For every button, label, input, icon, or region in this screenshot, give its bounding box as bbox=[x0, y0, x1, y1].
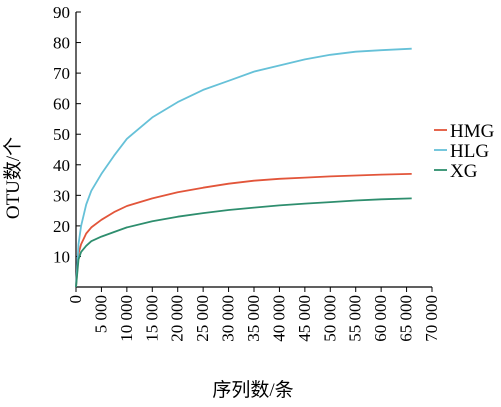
x-tick-label: 40 000 bbox=[269, 295, 288, 342]
x-tick-label: 55 000 bbox=[346, 295, 365, 342]
series-line-hmg bbox=[75, 173, 412, 288]
y-tick-label: 80 bbox=[53, 34, 70, 53]
chart-axes bbox=[75, 12, 432, 288]
x-tick-label: 60 000 bbox=[371, 295, 390, 342]
x-axis-label: 序列数/条 bbox=[212, 379, 293, 401]
x-axis-ticks: 0 5 000 10 000 15 000 20 000 25 000 30 000 35 0… bbox=[66, 287, 441, 342]
y-axis-label: OTU数/个 bbox=[2, 137, 24, 219]
x-tick-label: 25 000 bbox=[193, 295, 212, 342]
x-tick-label: 35 000 bbox=[244, 295, 263, 342]
y-tick-label: 50 bbox=[53, 125, 70, 144]
x-tick-label: 30 000 bbox=[219, 295, 238, 342]
series-line-xg bbox=[75, 197, 412, 288]
y-tick-label: 40 bbox=[53, 156, 70, 175]
legend-label-hmg: HMG bbox=[450, 121, 495, 142]
y-tick-label: 70 bbox=[53, 64, 70, 83]
legend-label-hlg: HLG bbox=[450, 141, 489, 162]
x-tick-label: 5 000 bbox=[91, 295, 110, 333]
x-tick-label: 50 000 bbox=[320, 295, 339, 342]
x-tick-label: 45 000 bbox=[295, 295, 314, 342]
y-tick-label: 20 bbox=[53, 217, 70, 236]
y-tick-label: 90 bbox=[53, 3, 70, 22]
y-tick-label: 10 bbox=[53, 247, 70, 266]
x-tick-label: 70 000 bbox=[422, 295, 441, 342]
x-tick-label: 20 000 bbox=[168, 295, 187, 342]
legend-label-xg: XG bbox=[450, 161, 478, 182]
x-tick-label: 15 000 bbox=[142, 295, 161, 342]
y-tick-label: 60 bbox=[53, 95, 70, 114]
x-tick-label: 10 000 bbox=[117, 295, 136, 342]
x-tick-label: 65 000 bbox=[397, 295, 416, 342]
y-tick-label: 30 bbox=[53, 186, 70, 205]
x-tick-label: 0 bbox=[66, 295, 85, 304]
series-line-hlg bbox=[75, 47, 412, 288]
series-lines bbox=[75, 47, 412, 288]
y-axis-ticks: 10 20 30 40 50 60 70 80 90 bbox=[53, 3, 81, 266]
